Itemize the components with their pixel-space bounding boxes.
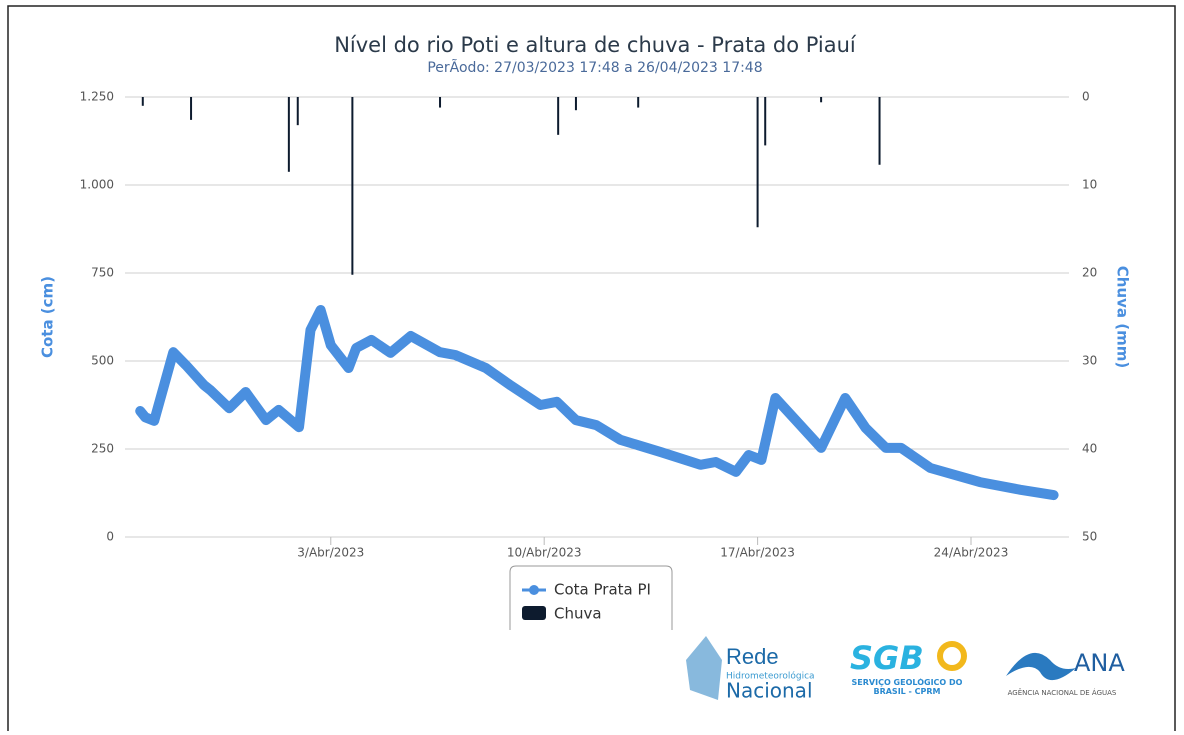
logo-ana: ANA AGÊNCIA NACIONAL DE ÁGUAS <box>1006 649 1125 697</box>
chart-subtitle: PerÃodo: 27/03/2023 17:48 a 26/04/2023 1… <box>427 59 762 76</box>
bar <box>756 97 759 228</box>
y-tick-label: 0 <box>106 530 114 544</box>
bar <box>141 97 144 106</box>
y-tick-label: 1.250 <box>80 90 114 104</box>
y2-tick-label: 30 <box>1082 354 1097 368</box>
bar <box>287 97 290 172</box>
logo-sgb: SGB SERVIÇO GEOLÓGICO DO BRASIL - CPRM <box>850 639 967 696</box>
logo-icon <box>1006 652 1076 681</box>
legend-box <box>509 565 673 630</box>
y-tick-label: 750 <box>91 266 114 280</box>
y2-tick-label: 20 <box>1082 266 1097 280</box>
logo-icon <box>686 636 722 700</box>
logo-text: Nacional <box>726 679 813 703</box>
legend-marker <box>529 585 539 595</box>
y2-tick-label: 50 <box>1082 530 1097 544</box>
legend-label[interactable]: Cota Prata PI <box>554 581 651 599</box>
logo-text: SGB <box>850 639 924 677</box>
line <box>135 305 1059 501</box>
bar <box>190 97 193 120</box>
y-axis-title: Cota (cm) <box>39 276 57 358</box>
plot: 0 250 500 750 1.000 1.250 0 10 20 30 40 50 3/Abr/202… <box>80 90 1098 560</box>
x-tick-label: 17/Abr/2023 <box>720 546 795 560</box>
frame <box>7 5 1176 735</box>
y2-axis-title: Chuva (mm) <box>1114 266 1132 368</box>
legend-label[interactable]: Chuva <box>554 605 602 623</box>
legend[interactable]: Cota Prata PI Chuva <box>509 565 673 630</box>
bar <box>637 97 640 108</box>
bar <box>296 97 299 126</box>
logo-icon <box>937 641 967 671</box>
logo-text: Hidrometeorológica <box>726 671 815 682</box>
logo-text: ANA <box>1074 649 1125 677</box>
y-tick-label: 1.000 <box>80 178 114 192</box>
bar <box>574 97 577 111</box>
bar <box>878 97 881 165</box>
bar <box>820 97 823 103</box>
legend-swatch <box>522 606 546 620</box>
y-tick-label: 500 <box>91 354 114 368</box>
x-tick-label: 10/Abr/2023 <box>507 546 582 560</box>
y2-tick-label: 10 <box>1082 178 1097 192</box>
y2-tick-label: 40 <box>1082 442 1097 456</box>
bar <box>439 97 442 108</box>
x-tick-label: 24/Abr/2023 <box>934 546 1009 560</box>
x-tick-label: 3/Abr/2023 <box>297 546 364 560</box>
chart-title: Nível do rio Poti e altura de chuva - Pr… <box>334 33 857 57</box>
logo-text: AGÊNCIA NACIONAL DE ÁGUAS <box>1008 688 1117 697</box>
y2-tick-label: 0 <box>1082 90 1090 104</box>
y-tick-label: 250 <box>91 442 114 456</box>
bar <box>764 97 767 146</box>
logo-sub: SERVIÇO GEOLÓGICO DO BRASIL - CPRM <box>851 678 963 696</box>
bar <box>557 97 560 135</box>
logo-rede: Rede Hidrometeorológica Nacional <box>686 636 815 703</box>
logo-text: SERVIÇO GEOLÓGICO DO BRASIL - CPRM <box>851 678 963 696</box>
bar <box>351 97 354 275</box>
logo-text: Rede <box>726 644 779 669</box>
